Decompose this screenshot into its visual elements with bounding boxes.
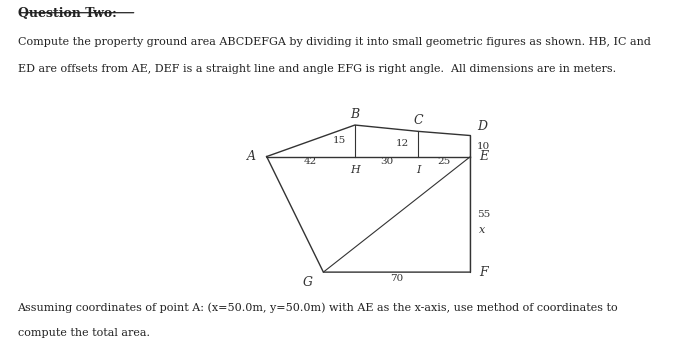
Text: F: F: [479, 266, 487, 279]
Text: 70: 70: [391, 274, 403, 283]
Text: compute the total area.: compute the total area.: [18, 328, 150, 339]
Text: 15: 15: [333, 136, 346, 145]
Text: Question Two:: Question Two:: [18, 7, 116, 20]
Text: I: I: [416, 165, 420, 175]
Text: Assuming coordinates of point A: (x=50.0m, y=50.0m) with AE as the x-axis, use m: Assuming coordinates of point A: (x=50.0…: [18, 303, 618, 313]
Text: 12: 12: [396, 140, 410, 148]
Text: ED are offsets from AE, DEF is a straight line and angle EFG is right angle.  Al: ED are offsets from AE, DEF is a straigh…: [18, 65, 615, 74]
Text: x: x: [479, 225, 485, 235]
Text: G: G: [303, 276, 313, 289]
Text: 10: 10: [477, 142, 490, 150]
Text: D: D: [477, 120, 486, 133]
Text: 30: 30: [380, 157, 393, 166]
Text: 55: 55: [477, 210, 490, 219]
Text: E: E: [479, 150, 488, 163]
Text: A: A: [247, 150, 256, 163]
Text: B: B: [350, 108, 360, 121]
Text: 42: 42: [304, 157, 317, 166]
Text: C: C: [413, 114, 423, 127]
Text: Compute the property ground area ABCDEFGA by dividing it into small geometric fi: Compute the property ground area ABCDEFG…: [18, 37, 650, 47]
Text: 25: 25: [438, 157, 451, 166]
Text: H: H: [350, 165, 360, 175]
